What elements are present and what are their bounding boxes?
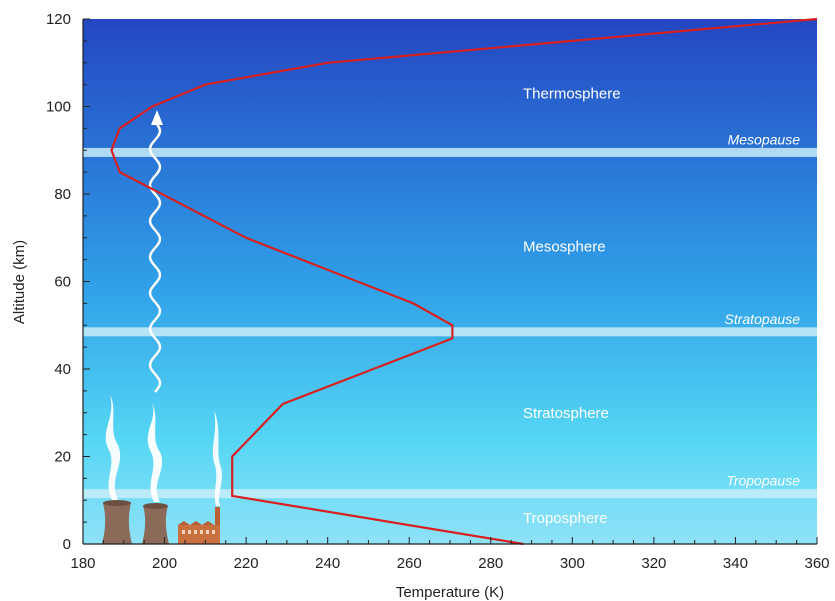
temperature-profile-line xyxy=(110,17,818,546)
y-tick-label: 20 xyxy=(54,449,71,466)
arrow-head-icon xyxy=(151,110,163,125)
y-tick-label: 0 xyxy=(63,536,71,553)
layer-label-thermosphere: Thermosphere xyxy=(523,85,621,102)
boundary-label-tropopause: Tropopause xyxy=(726,473,800,489)
y-tick-label: 100 xyxy=(46,99,71,116)
cooling-tower-middle-top xyxy=(143,503,168,509)
y-tick-label: 40 xyxy=(54,361,71,378)
y-tick-label: 80 xyxy=(54,186,71,203)
x-axis-title: Temperature (K) xyxy=(396,584,504,601)
boundary-label-stratopause: Stratopause xyxy=(725,311,801,327)
y-tick-label: 60 xyxy=(54,274,71,291)
cooling-tower-left xyxy=(102,503,132,544)
x-tick-label: 280 xyxy=(478,555,503,572)
x-tick-label: 240 xyxy=(315,555,340,572)
x-tick-label: 360 xyxy=(804,555,829,572)
boundary-label-mesopause: Mesopause xyxy=(728,131,801,147)
industry-illustration xyxy=(102,395,222,544)
layer-label-stratosphere: Stratosphere xyxy=(523,405,609,422)
x-tick-label: 200 xyxy=(152,555,177,572)
x-tick-label: 260 xyxy=(397,555,422,572)
x-tick-label: 320 xyxy=(641,555,666,572)
smoke-plume-chimney xyxy=(212,410,222,506)
factory-building xyxy=(178,525,220,544)
boundary-band-tropopause xyxy=(83,489,817,499)
y-axis-title: Altitude (km) xyxy=(11,240,28,324)
x-tick-label: 300 xyxy=(560,555,585,572)
cooling-tower-left-top xyxy=(103,500,131,506)
x-axis-ticks: 180 200 220 240 260 280 300 320 340 360 xyxy=(70,537,830,572)
boundary-band-mesopause xyxy=(83,147,817,157)
smoke-plume-left xyxy=(105,395,121,500)
cooling-tower-middle xyxy=(142,506,169,544)
factory-windows xyxy=(182,530,215,534)
wave-line xyxy=(148,123,162,393)
layer-label-mesosphere: Mesosphere xyxy=(523,239,606,256)
layer-label-troposphere: Troposphere xyxy=(523,510,608,527)
y-axis-ticks: 0 20 40 60 80 100 120 xyxy=(46,11,90,553)
sky-background xyxy=(83,19,817,544)
y-tick-label: 120 xyxy=(46,11,71,28)
x-tick-label: 180 xyxy=(70,555,95,572)
smoke-plume-middle xyxy=(147,403,163,502)
layer-labels: Troposphere Stratosphere Mesosphere Thermos… xyxy=(523,85,621,526)
x-tick-label: 220 xyxy=(234,555,259,572)
boundary-band-stratopause xyxy=(83,327,817,337)
boundary-bands: Tropopause Stratopause Mesopause xyxy=(83,131,817,499)
x-tick-label: 340 xyxy=(723,555,748,572)
factory-roof xyxy=(178,521,214,525)
upward-wave-arrow xyxy=(148,110,163,393)
